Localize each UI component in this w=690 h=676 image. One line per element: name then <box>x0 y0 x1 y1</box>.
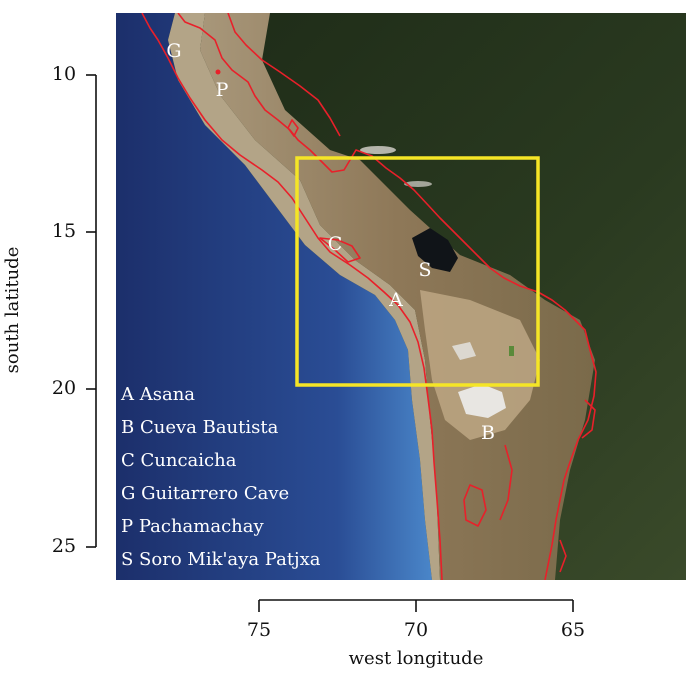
site-label-a: A <box>388 289 403 311</box>
satellite-map: G P C S A B A Asana B Cueva Bautista C C… <box>116 13 686 580</box>
legend-item-cuncaicha: C Cuncaicha <box>121 450 237 471</box>
site-label-g: G <box>166 40 181 62</box>
site-legend: A Asana B Cueva Bautista C Cuncaicha G G… <box>120 384 321 570</box>
site-label-s: S <box>418 259 431 281</box>
site-labels: G P C S A B <box>166 40 495 444</box>
legend-item-asana: A Asana <box>120 384 195 405</box>
x-axis <box>258 599 574 612</box>
y-tick-25: 25 <box>52 535 76 557</box>
legend-item-pachamachay: P Pachamachay <box>121 516 264 537</box>
altiplano <box>420 290 540 440</box>
site-label-p: P <box>216 79 229 101</box>
andes-highlands <box>200 13 595 580</box>
x-tick-65: 65 <box>561 619 585 641</box>
legend-item-soro-mikaya-patjxa: S Soro Mik'aya Patjxa <box>121 549 321 570</box>
site-label-b: B <box>481 422 495 444</box>
salar-de-coipasa <box>452 342 476 360</box>
site-marker-p <box>215 69 221 75</box>
study-region-box <box>295 156 540 387</box>
legend-item-guitarrero-cave: G Guitarrero Cave <box>121 483 289 504</box>
y-tick-10: 10 <box>52 63 76 85</box>
y-tick-20: 20 <box>52 377 76 399</box>
y-axis <box>86 74 97 548</box>
x-axis-label: west longitude <box>349 648 484 669</box>
y-axis-label: south latitude <box>2 247 23 374</box>
elevation-contours <box>141 13 597 580</box>
x-tick-70: 70 <box>404 619 428 641</box>
salar-de-uyuni <box>458 384 506 418</box>
pacific-ocean <box>116 13 432 580</box>
coastal-desert <box>168 13 440 580</box>
y-tick-15: 15 <box>52 220 76 242</box>
x-tick-75: 75 <box>247 619 271 641</box>
site-label-c: C <box>328 233 343 255</box>
lake-titicaca <box>412 228 458 272</box>
legend-item-cueva-bautista: B Cueva Bautista <box>121 417 279 438</box>
